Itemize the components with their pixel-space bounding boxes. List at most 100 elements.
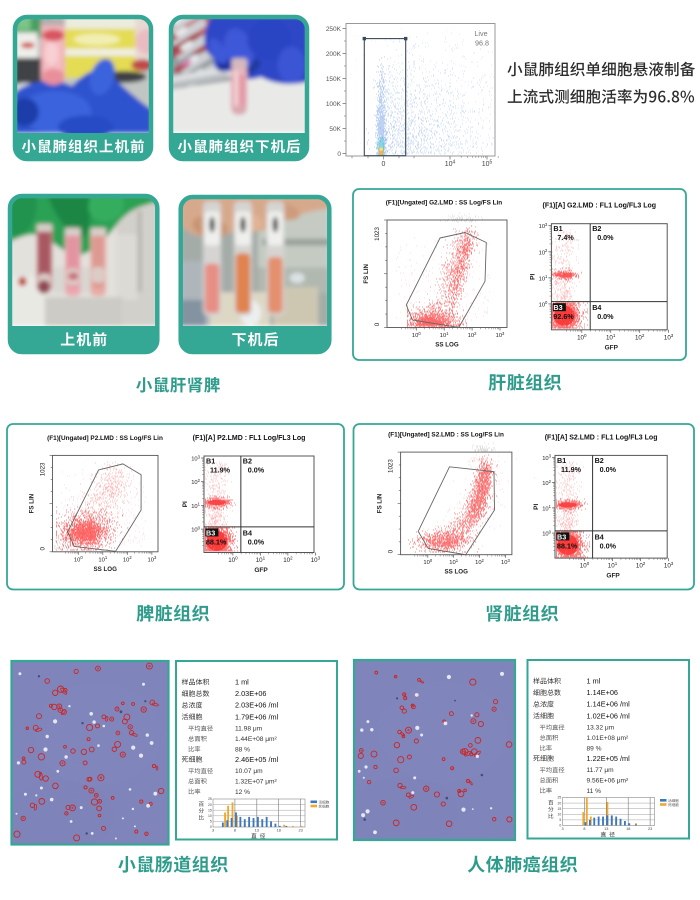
- svg-text:92.6%: 92.6%: [553, 312, 574, 321]
- svg-text:B2: B2: [243, 457, 252, 466]
- svg-text:0.0%: 0.0%: [600, 541, 617, 550]
- svg-text:102: 102: [283, 556, 293, 564]
- svg-text:1 ml: 1 ml: [235, 678, 249, 687]
- svg-text:SS LOG: SS LOG: [94, 566, 118, 573]
- svg-text:100: 100: [542, 529, 551, 537]
- svg-text:101: 101: [539, 274, 548, 282]
- svg-text:101: 101: [449, 558, 458, 566]
- svg-text:150K: 150K: [326, 76, 342, 83]
- svg-text:B3: B3: [206, 528, 215, 537]
- svg-text:100: 100: [577, 333, 587, 341]
- svg-text:102: 102: [123, 555, 132, 563]
- svg-text:B3: B3: [553, 303, 562, 312]
- svg-text:1023: 1023: [388, 459, 395, 473]
- svg-text:2.46E+05 /ml: 2.46E+05 /ml: [235, 755, 279, 764]
- svg-text:5: 5: [559, 818, 561, 822]
- svg-text:102: 102: [475, 558, 484, 566]
- svg-text:102: 102: [468, 331, 477, 339]
- svg-text:10: 10: [208, 814, 212, 818]
- svg-text:101: 101: [256, 556, 266, 564]
- svg-text:0.0%: 0.0%: [597, 233, 614, 242]
- svg-text:18: 18: [277, 829, 281, 833]
- svg-text:88.1%: 88.1%: [206, 537, 227, 546]
- svg-text:B3: B3: [557, 532, 566, 541]
- svg-text:8: 8: [583, 827, 585, 831]
- svg-text:100K: 100K: [326, 101, 342, 108]
- svg-text:88.1%: 88.1%: [557, 541, 578, 550]
- svg-text:12 %: 12 %: [235, 789, 250, 796]
- svg-text:1023: 1023: [40, 462, 47, 476]
- svg-text:B4: B4: [595, 532, 604, 541]
- svg-text:96.8: 96.8: [475, 39, 489, 48]
- svg-text:1.22E+05 /ml: 1.22E+05 /ml: [587, 754, 631, 763]
- svg-text:3: 3: [561, 827, 563, 831]
- svg-text:0.0%: 0.0%: [248, 466, 265, 475]
- svg-text:102: 102: [191, 478, 200, 486]
- svg-text:PI: PI: [533, 504, 540, 510]
- svg-text:102: 102: [636, 561, 646, 569]
- svg-text:250K: 250K: [326, 26, 342, 33]
- svg-text:1.79E+06 /ml: 1.79E+06 /ml: [235, 712, 279, 721]
- svg-text:50K: 50K: [329, 126, 341, 133]
- svg-text:0: 0: [559, 824, 561, 828]
- svg-text:100: 100: [580, 561, 590, 569]
- svg-text:89 %: 89 %: [587, 745, 602, 752]
- svg-text:88 %: 88 %: [235, 746, 250, 753]
- svg-text:1.32E+07 μm²: 1.32E+07 μm²: [235, 779, 278, 786]
- svg-text:B1: B1: [557, 456, 566, 465]
- svg-text:7.4%: 7.4%: [557, 233, 574, 242]
- svg-text:0: 0: [388, 549, 395, 553]
- svg-text:100: 100: [228, 556, 238, 564]
- svg-text:B2: B2: [592, 224, 601, 233]
- svg-text:GFP: GFP: [254, 567, 268, 574]
- svg-text:10.07 μm: 10.07 μm: [235, 768, 263, 775]
- svg-text:PI: PI: [182, 501, 189, 507]
- svg-text:23: 23: [648, 827, 652, 831]
- svg-text:Live: Live: [474, 29, 487, 38]
- svg-text:102: 102: [635, 333, 645, 341]
- svg-text:(F1)[A] P2.LMD : FL1 Log/FL3 L: (F1)[A] P2.LMD : FL1 Log/FL3 Log: [193, 435, 306, 442]
- svg-text:SS LOG: SS LOG: [435, 342, 459, 349]
- svg-text:0.0%: 0.0%: [600, 465, 617, 474]
- svg-text:100: 100: [539, 300, 548, 308]
- svg-text:(F1)[Ungated] G2.LMD : SS Log/: (F1)[Ungated] G2.LMD : SS Log/FS Lin: [386, 200, 503, 207]
- svg-text:103: 103: [148, 555, 157, 563]
- svg-text:100: 100: [423, 558, 432, 566]
- svg-text:9.56E+06 μm²: 9.56E+06 μm²: [587, 778, 630, 785]
- svg-text:B4: B4: [243, 528, 252, 537]
- svg-text:0: 0: [40, 547, 47, 551]
- svg-text:103: 103: [664, 561, 674, 569]
- svg-text:PI: PI: [529, 274, 536, 280]
- svg-text:(F1)[A] S2.LMD : FL1 Log/FL3 L: (F1)[A] S2.LMD : FL1 Log/FL3 Log: [545, 434, 658, 441]
- svg-text:GFP: GFP: [606, 573, 620, 580]
- svg-text:101: 101: [606, 333, 616, 341]
- svg-text:2.03E+06 /ml: 2.03E+06 /ml: [235, 701, 279, 710]
- svg-text:11.9%: 11.9%: [210, 466, 231, 475]
- svg-text:101: 101: [191, 502, 200, 510]
- svg-text:13: 13: [604, 827, 608, 831]
- svg-text:1.14E+06 /ml: 1.14E+06 /ml: [587, 700, 631, 709]
- svg-text:SS LOG: SS LOG: [445, 569, 469, 576]
- svg-text:101: 101: [608, 561, 618, 569]
- svg-text:23: 23: [298, 829, 302, 833]
- svg-text:25: 25: [558, 796, 562, 800]
- svg-text:13: 13: [255, 829, 259, 833]
- svg-text:B4: B4: [592, 303, 601, 312]
- svg-text:0.0%: 0.0%: [597, 312, 614, 321]
- svg-text:18: 18: [626, 827, 630, 831]
- svg-text:200K: 200K: [326, 51, 342, 58]
- svg-text:20: 20: [558, 801, 562, 805]
- svg-text:FS LIN: FS LIN: [29, 493, 36, 513]
- svg-text:20: 20: [208, 803, 212, 807]
- svg-text:0: 0: [382, 161, 386, 168]
- svg-text:11.98 μm: 11.98 μm: [235, 726, 263, 733]
- svg-text:(F1)[Ungated] S2.LMD : SS Log/: (F1)[Ungated] S2.LMD : SS Log/FS Lin: [388, 432, 504, 439]
- svg-text:B2: B2: [595, 456, 604, 465]
- svg-text:5: 5: [210, 820, 212, 824]
- svg-text:(F1)[A] G2.LMD : FL1 Log/FL3 L: (F1)[A] G2.LMD : FL1 Log/FL3 Log: [543, 203, 657, 210]
- svg-text:103: 103: [191, 454, 200, 462]
- svg-text:FS LIN: FS LIN: [377, 493, 384, 513]
- svg-text:1.02E+06 /ml: 1.02E+06 /ml: [587, 711, 631, 720]
- svg-text:102: 102: [542, 479, 551, 487]
- svg-text:8: 8: [234, 829, 236, 833]
